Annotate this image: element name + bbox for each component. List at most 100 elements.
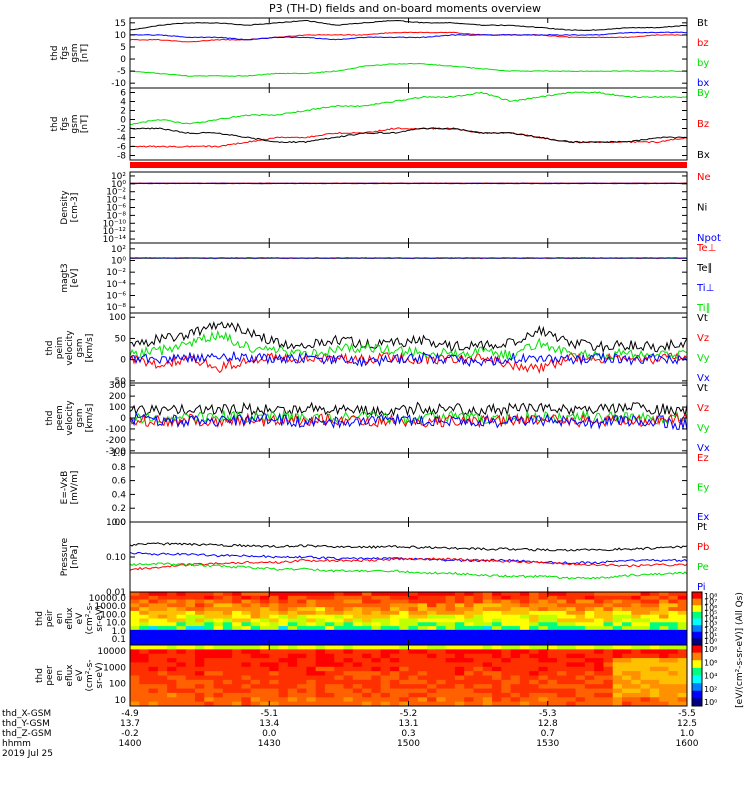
heatmap-cell bbox=[259, 671, 270, 676]
heatmap-cell bbox=[167, 614, 177, 619]
heatmap-cell bbox=[315, 679, 326, 685]
heatmap-cell bbox=[334, 637, 345, 642]
heatmap-cell bbox=[204, 618, 215, 623]
heatmap-cell bbox=[232, 610, 242, 616]
heatmap-cell bbox=[389, 614, 400, 619]
heatmap-cell bbox=[213, 618, 224, 623]
heatmap-cell bbox=[334, 649, 345, 655]
heatmap-cell bbox=[213, 675, 224, 681]
heatmap-cell bbox=[204, 688, 215, 694]
heatmap-cell bbox=[315, 618, 326, 623]
heatmap-cell bbox=[408, 622, 419, 627]
heatmap-cell bbox=[603, 675, 614, 681]
heatmap-cell bbox=[287, 692, 298, 698]
heatmap-cell bbox=[315, 626, 326, 631]
heatmap-cell bbox=[241, 671, 252, 676]
heatmap-cell bbox=[139, 599, 150, 604]
heatmap-cell bbox=[492, 614, 502, 619]
heatmap-cell bbox=[213, 626, 224, 631]
heatmap-cell bbox=[287, 641, 298, 646]
heatmap-cell bbox=[464, 592, 474, 597]
heatmap-cell bbox=[519, 633, 530, 638]
heatmap-cell bbox=[148, 666, 159, 672]
heatmap-cell bbox=[557, 595, 567, 601]
heatmap-cell bbox=[538, 629, 549, 635]
heatmap-cell bbox=[640, 607, 651, 612]
heatmap-cell bbox=[204, 599, 215, 604]
heatmap-cell bbox=[649, 618, 660, 623]
heatmap-cell bbox=[622, 595, 632, 601]
heatmap-cell bbox=[677, 658, 688, 663]
series-line-By bbox=[130, 91, 687, 125]
heatmap-cell bbox=[334, 658, 345, 663]
heatmap-cell bbox=[148, 697, 159, 703]
heatmap-cell bbox=[176, 592, 187, 597]
heatmap-cell bbox=[594, 633, 604, 638]
heatmap-cell bbox=[547, 679, 558, 685]
heatmap-cell bbox=[659, 701, 669, 707]
heatmap-cell bbox=[659, 662, 669, 668]
heatmap-cell bbox=[622, 622, 632, 627]
heatmap-cell bbox=[649, 603, 660, 608]
heatmap-cell bbox=[445, 684, 456, 690]
heatmap-cell bbox=[464, 666, 474, 672]
heatmap-cell bbox=[445, 626, 456, 631]
heatmap-cell bbox=[222, 626, 233, 631]
heatmap-cell bbox=[232, 592, 242, 597]
heatmap-cell bbox=[640, 701, 651, 707]
heatmap-cell bbox=[194, 614, 205, 619]
heatmap-cell bbox=[399, 592, 409, 597]
heatmap-cell bbox=[492, 658, 502, 663]
heatmap-cell bbox=[436, 653, 447, 659]
heatmap-cell bbox=[612, 637, 623, 642]
y-axis-label: sr-eV) bbox=[95, 662, 105, 688]
heatmap-cell bbox=[176, 701, 187, 707]
heatmap-cell bbox=[659, 671, 669, 676]
heatmap-cell bbox=[622, 649, 632, 655]
heatmap-cell bbox=[287, 649, 298, 655]
heatmap-cell bbox=[213, 697, 224, 703]
heatmap-cell bbox=[380, 618, 391, 623]
heatmap-cell bbox=[287, 629, 298, 635]
heatmap-cell bbox=[575, 692, 586, 698]
heatmap-cell bbox=[519, 629, 530, 635]
heatmap-cell bbox=[269, 614, 280, 619]
heatmap-cell bbox=[352, 671, 363, 676]
heatmap-cell bbox=[213, 658, 224, 663]
heatmap-cell bbox=[557, 697, 567, 703]
heatmap-cell bbox=[427, 592, 437, 597]
heatmap-cell bbox=[603, 666, 614, 672]
heatmap-cell bbox=[566, 645, 577, 650]
heatmap-cell bbox=[622, 607, 632, 612]
heatmap-cell bbox=[176, 684, 187, 690]
heatmap-cell bbox=[631, 645, 642, 650]
heatmap-cell bbox=[612, 607, 623, 612]
heatmap-cell bbox=[612, 603, 623, 608]
heatmap-cell bbox=[343, 595, 354, 601]
heatmap-cell bbox=[334, 618, 345, 623]
heatmap-cell bbox=[259, 645, 270, 650]
y-axis-label: (cm²-s- bbox=[85, 659, 95, 691]
heatmap-cell bbox=[612, 633, 623, 638]
heatmap-cell bbox=[362, 633, 372, 638]
heatmap-cell bbox=[306, 599, 317, 604]
heatmap-cell bbox=[566, 610, 577, 616]
legend-entry: Vz bbox=[697, 333, 709, 344]
heatmap-cell bbox=[473, 662, 484, 668]
heatmap-cell bbox=[362, 649, 372, 655]
heatmap-cell bbox=[566, 599, 577, 604]
heatmap-cell bbox=[362, 626, 372, 631]
heatmap-cell bbox=[668, 610, 679, 616]
heatmap-cell bbox=[519, 607, 530, 612]
heatmap-cell bbox=[454, 675, 465, 681]
heatmap-cell bbox=[250, 675, 261, 681]
heatmap-cell bbox=[139, 592, 150, 597]
heatmap-cell bbox=[482, 645, 493, 650]
heatmap-cell bbox=[566, 688, 577, 694]
heatmap-cell bbox=[324, 671, 335, 676]
heatmap-cell bbox=[232, 684, 242, 690]
heatmap-cell bbox=[324, 607, 335, 612]
heatmap-cell bbox=[343, 592, 354, 597]
heatmap-cell bbox=[399, 599, 409, 604]
